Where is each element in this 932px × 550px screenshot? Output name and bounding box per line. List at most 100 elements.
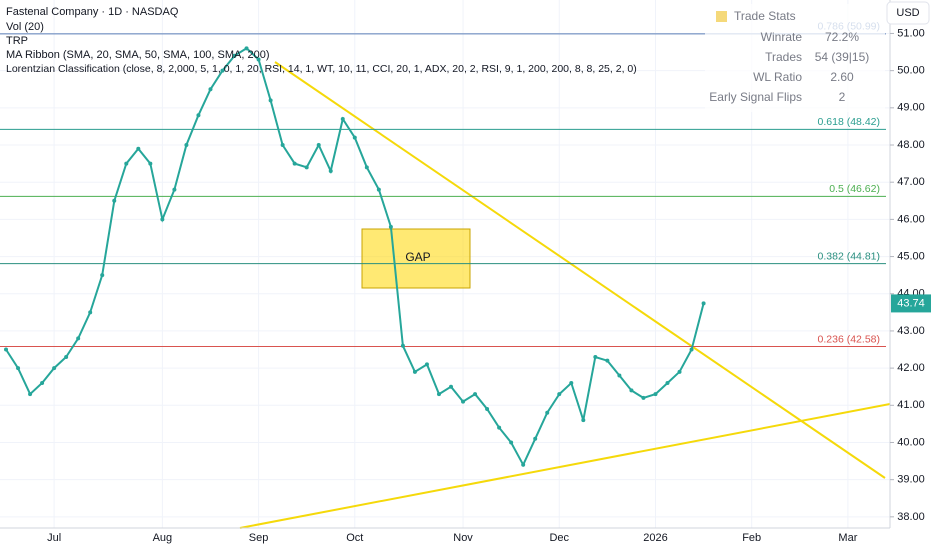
price-point [16, 366, 21, 371]
price-point [569, 380, 574, 385]
price-point [557, 392, 562, 397]
price-point [136, 146, 141, 151]
price-point [436, 392, 441, 397]
y-tick-label: 51.00 [897, 27, 925, 39]
trendline [239, 403, 891, 529]
indicator: TRP [6, 35, 28, 47]
price-point [76, 336, 81, 341]
stats-value: 2 [839, 90, 846, 104]
price-point [4, 347, 9, 352]
price-point [172, 187, 177, 192]
price-point [629, 388, 634, 393]
x-tick-label: 2026 [643, 532, 667, 544]
price-point [28, 392, 33, 397]
price-point [461, 399, 466, 404]
price-point [232, 53, 237, 58]
price-point [485, 407, 490, 412]
stats-value: 54 (39|15) [815, 50, 870, 64]
price-point [424, 362, 429, 367]
y-tick-label: 38.00 [897, 511, 925, 523]
price-point [653, 392, 658, 397]
price-point [304, 165, 309, 170]
price-point [148, 161, 153, 166]
indicator: MA Ribbon (SMA, 20, SMA, 50, SMA, 100, S… [6, 49, 270, 61]
x-tick-label: Sep [249, 532, 269, 544]
price-point [617, 373, 622, 378]
x-tick-label: Dec [549, 532, 569, 544]
price-point [605, 358, 610, 363]
price-point [208, 87, 213, 92]
price-point [689, 347, 694, 352]
price-point [497, 425, 502, 430]
currency[interactable]: USD [896, 7, 919, 19]
price-point [316, 143, 321, 148]
price-point [340, 116, 345, 121]
y-tick-label: 49.00 [897, 102, 925, 114]
price-point [52, 366, 57, 371]
title: Fastenal Company · 1D · NASDAQ [6, 6, 179, 18]
price-point [581, 418, 586, 423]
stats-value: 2.60 [830, 70, 854, 84]
price-point [100, 273, 105, 278]
x-tick-label: Aug [153, 532, 173, 544]
price-point [509, 440, 514, 445]
price-point [328, 169, 333, 174]
price-point [533, 436, 538, 441]
price-point [40, 380, 45, 385]
gap-label: GAP [405, 250, 430, 264]
price-point [196, 113, 201, 118]
stats-value: 72.2% [825, 30, 859, 44]
price-point [352, 135, 357, 140]
price-point [220, 68, 225, 73]
y-tick-label: 39.00 [897, 474, 925, 486]
y-tick-label: 42.00 [897, 362, 925, 374]
price-point [521, 462, 526, 467]
stats-key: WL Ratio [753, 70, 802, 84]
currency-button[interactable] [886, 1, 930, 25]
price-point [388, 224, 393, 229]
y-tick-label: 47.00 [897, 176, 925, 188]
price-point [292, 161, 297, 166]
price-point [244, 46, 249, 51]
x-tick-label: Nov [453, 532, 473, 544]
stats-icon [716, 11, 727, 22]
y-tick-label: 48.00 [897, 139, 925, 151]
trendline [274, 61, 886, 479]
price-point [449, 384, 454, 389]
price-point [364, 165, 369, 170]
x-tick-label: Oct [346, 532, 363, 544]
indicator: Lorentzian Classification (close, 8, 2,0… [6, 63, 637, 75]
indicator: Vol (20) [6, 21, 44, 33]
price-point [412, 369, 417, 374]
price-point [701, 301, 706, 306]
price-point [593, 354, 598, 359]
x-tick-label: Feb [742, 532, 761, 544]
fib-label: 0.382 (44.81) [818, 250, 880, 262]
price-point [124, 161, 129, 166]
fib-label: 0.236 (42.58) [818, 333, 880, 345]
y-tick-label: 41.00 [897, 399, 925, 411]
x-tick-label: Jul [47, 532, 61, 544]
gap-box [361, 228, 471, 289]
trade-stats: Trade Stats [705, 4, 885, 112]
fib-label: 0.618 (48.42) [818, 116, 880, 128]
y-tick-label: 40.00 [897, 436, 925, 448]
price-point [641, 395, 646, 400]
stats-key: Winrate [761, 30, 803, 44]
price-point [665, 380, 670, 385]
fib-label: 0.5 (46.62) [829, 183, 880, 195]
y-tick-label: 46.00 [897, 213, 925, 225]
stats-key: Trades [765, 50, 802, 64]
legend: Fastenal Company · 1D · NASDAQ Vol (20) … [6, 6, 637, 75]
price-point [88, 310, 93, 315]
price-point [256, 57, 261, 62]
last-price-label: 43.74 [897, 297, 925, 309]
price-point [112, 198, 117, 203]
price-point [376, 187, 381, 192]
x-tick-label: Mar [838, 532, 857, 544]
stats-panel [705, 4, 885, 112]
y-tick-label: 50.00 [897, 65, 925, 77]
y-tick-label: 45.00 [897, 250, 925, 262]
